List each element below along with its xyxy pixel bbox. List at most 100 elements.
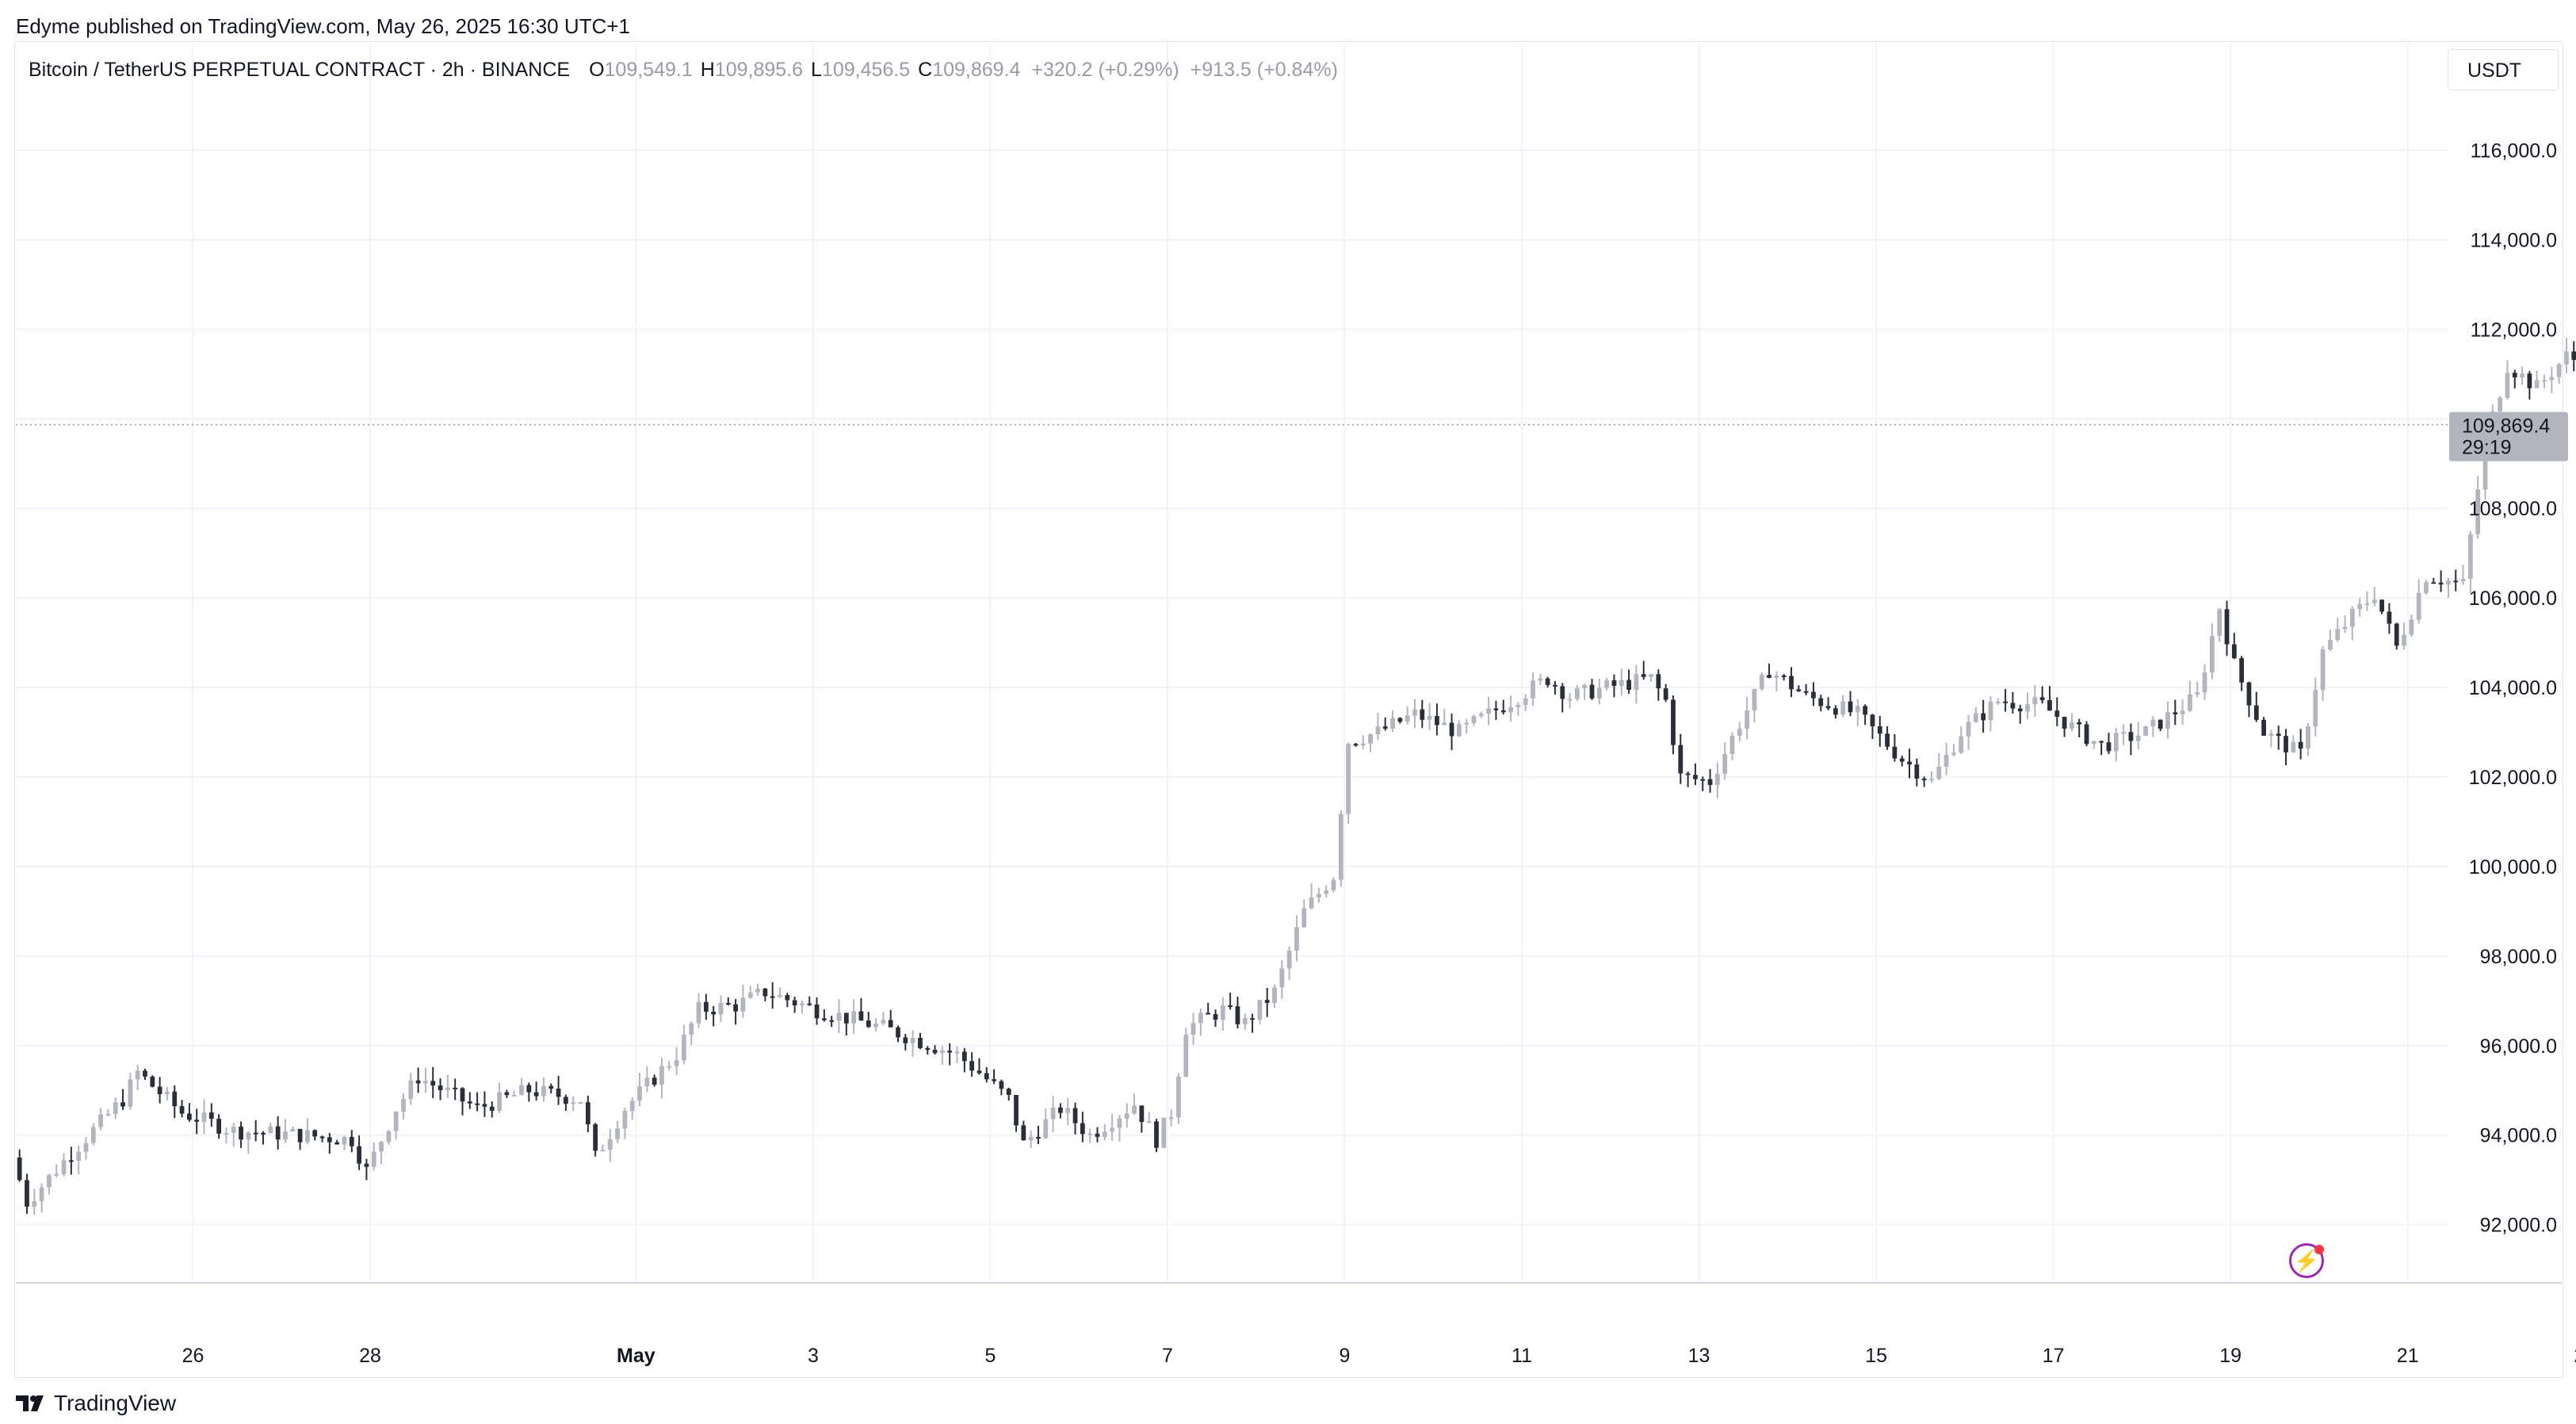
- candle: [201, 1099, 207, 1135]
- candle: [1464, 718, 1470, 734]
- candle-body: [165, 1091, 170, 1094]
- bar-change: +320.2 (+0.29%): [1031, 59, 1179, 81]
- candle-body: [1191, 1023, 1196, 1035]
- candle-body: [637, 1086, 642, 1101]
- candle-body: [2195, 692, 2200, 695]
- candle-body: [1973, 713, 1978, 722]
- candle-body: [770, 996, 775, 998]
- candle-body: [239, 1126, 243, 1140]
- candle-body: [2291, 741, 2296, 752]
- candle-body: [2387, 611, 2392, 624]
- chart-pane[interactable]: [14, 41, 2563, 1378]
- candle-body: [408, 1080, 414, 1099]
- candle-body: [386, 1131, 392, 1143]
- candle: [1988, 696, 1993, 732]
- candle-body: [2505, 373, 2510, 398]
- candle: [2394, 622, 2399, 650]
- candle-body: [2328, 640, 2333, 650]
- candle-body: [1870, 714, 1875, 727]
- candle-body: [1685, 773, 1691, 775]
- candle-body: [1567, 699, 1573, 701]
- candle-body: [1596, 687, 1602, 699]
- candle-body: [208, 1112, 214, 1120]
- candle: [1286, 946, 1292, 980]
- currency-button[interactable]: USDT: [2448, 49, 2559, 90]
- candle-body: [2357, 603, 2363, 609]
- candle: [607, 1128, 613, 1162]
- candle-body: [2268, 733, 2274, 736]
- candle-body: [682, 1034, 686, 1061]
- candle: [497, 1082, 502, 1113]
- candle: [2467, 530, 2473, 593]
- candle: [68, 1146, 74, 1175]
- candle-body: [961, 1051, 967, 1062]
- candle-body: [2039, 697, 2045, 701]
- candle-body: [1072, 1108, 1078, 1124]
- candle: [674, 1047, 679, 1075]
- price-tick-label: 94,000.0: [2480, 1125, 2557, 1147]
- candle: [1191, 1012, 1196, 1045]
- candle-body: [1338, 813, 1343, 880]
- candle: [2173, 699, 2178, 725]
- candle-body: [1050, 1107, 1056, 1120]
- tradingview-brand[interactable]: TradingView: [16, 1391, 176, 1416]
- candle-body: [1781, 675, 1787, 677]
- candle-body: [556, 1088, 561, 1097]
- candle-body: [1885, 733, 1890, 747]
- candle: [1966, 714, 1971, 750]
- candle-body: [1228, 1005, 1233, 1008]
- candle: [172, 1085, 178, 1119]
- candle: [548, 1083, 554, 1094]
- candle-body: [1929, 779, 1934, 781]
- candle-body: [2512, 373, 2517, 377]
- candle: [1596, 679, 1602, 705]
- candle-body: [1641, 674, 1646, 677]
- candle: [1885, 725, 1890, 750]
- candle: [1242, 1012, 1248, 1030]
- candle-body: [977, 1070, 982, 1074]
- candle-body: [2135, 735, 2141, 741]
- candle: [2372, 587, 2377, 607]
- time-tick-label: 9: [1340, 1345, 1351, 1367]
- candle-body: [283, 1131, 288, 1140]
- candle: [179, 1100, 185, 1118]
- candle: [866, 1012, 871, 1028]
- candle-body: [533, 1092, 539, 1097]
- candle: [489, 1101, 495, 1118]
- candle-body: [371, 1151, 376, 1167]
- candle-body: [415, 1080, 421, 1084]
- candle: [2564, 337, 2569, 373]
- candle: [1877, 715, 1882, 747]
- candle-body: [1508, 706, 1513, 713]
- candle-body: [1892, 746, 1898, 759]
- candle: [1663, 683, 1668, 702]
- candle-body: [2239, 658, 2245, 683]
- candle-body: [1412, 709, 1417, 716]
- candle-body: [1981, 713, 1986, 721]
- candle-body: [1545, 678, 1550, 685]
- candle: [2276, 725, 2281, 750]
- candle-body: [120, 1102, 125, 1107]
- candle: [2424, 580, 2429, 595]
- candle-body: [54, 1173, 59, 1176]
- candle: [1899, 755, 1905, 767]
- candle: [1848, 691, 1853, 717]
- symbol-title[interactable]: Bitcoin / TetherUS PERPETUAL CONTRACT · …: [29, 59, 571, 81]
- candle-body: [762, 988, 768, 997]
- candle-body: [1796, 689, 1802, 691]
- candle-body: [829, 1020, 835, 1022]
- candle: [1228, 992, 1233, 1010]
- candle-body: [600, 1150, 606, 1152]
- candle: [1907, 748, 1912, 779]
- candle-body: [438, 1085, 443, 1090]
- candle-body: [1619, 679, 1624, 686]
- candle: [1626, 669, 1631, 695]
- candle-body: [467, 1101, 472, 1104]
- candle-body: [903, 1037, 908, 1043]
- candle: [2268, 729, 2274, 748]
- candle: [371, 1142, 376, 1171]
- candle-body: [2431, 582, 2436, 584]
- candle: [2357, 598, 2363, 617]
- candle: [1634, 664, 1639, 704]
